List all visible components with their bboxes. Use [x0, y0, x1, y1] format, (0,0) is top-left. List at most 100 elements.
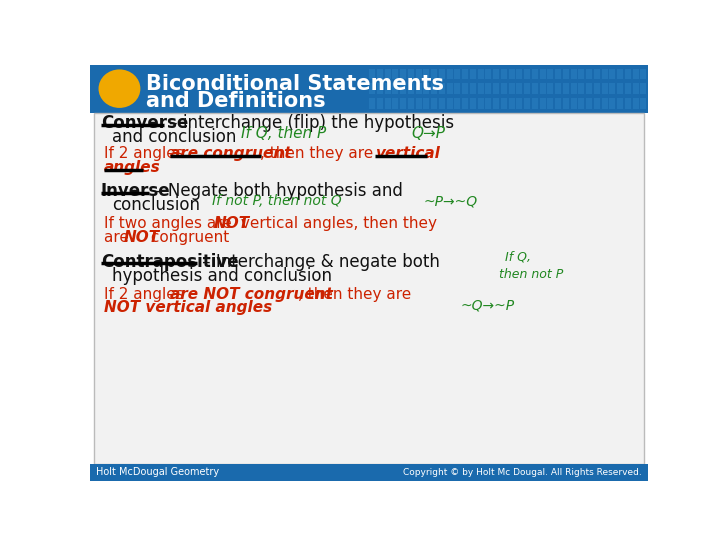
FancyBboxPatch shape: [539, 98, 546, 109]
FancyBboxPatch shape: [400, 83, 406, 94]
Text: If two angles are: If two angles are: [104, 215, 237, 231]
Ellipse shape: [99, 70, 140, 108]
Text: are congruent: are congruent: [170, 146, 292, 161]
FancyBboxPatch shape: [493, 98, 499, 109]
FancyBboxPatch shape: [640, 83, 647, 94]
Text: If 2 angles: If 2 angles: [104, 146, 189, 161]
FancyBboxPatch shape: [539, 69, 546, 79]
Text: Holt McDougal Geometry: Holt McDougal Geometry: [96, 467, 220, 477]
Text: are NOT congruent: are NOT congruent: [170, 287, 333, 301]
FancyBboxPatch shape: [570, 69, 577, 79]
FancyBboxPatch shape: [415, 69, 422, 79]
Text: NOT: NOT: [214, 215, 250, 231]
FancyBboxPatch shape: [493, 69, 499, 79]
FancyBboxPatch shape: [625, 69, 631, 79]
FancyBboxPatch shape: [446, 83, 453, 94]
FancyBboxPatch shape: [563, 69, 569, 79]
FancyBboxPatch shape: [408, 69, 414, 79]
FancyBboxPatch shape: [547, 69, 554, 79]
FancyBboxPatch shape: [500, 83, 507, 94]
FancyBboxPatch shape: [539, 83, 546, 94]
Text: and conclusion: and conclusion: [112, 128, 236, 146]
FancyBboxPatch shape: [586, 98, 593, 109]
FancyBboxPatch shape: [462, 98, 468, 109]
FancyBboxPatch shape: [485, 83, 492, 94]
Text: – interchange (flip) the hypothesis: – interchange (flip) the hypothesis: [164, 114, 454, 132]
FancyBboxPatch shape: [384, 83, 391, 94]
FancyBboxPatch shape: [532, 69, 538, 79]
FancyBboxPatch shape: [640, 69, 647, 79]
FancyBboxPatch shape: [462, 83, 468, 94]
FancyBboxPatch shape: [469, 83, 476, 94]
FancyBboxPatch shape: [625, 98, 631, 109]
Text: vertical: vertical: [375, 146, 440, 161]
FancyBboxPatch shape: [632, 98, 639, 109]
FancyBboxPatch shape: [90, 464, 648, 481]
Text: , then they are: , then they are: [261, 146, 379, 161]
FancyBboxPatch shape: [384, 98, 391, 109]
FancyBboxPatch shape: [369, 83, 375, 94]
Text: vertical angles, then they: vertical angles, then they: [235, 215, 437, 231]
FancyBboxPatch shape: [609, 83, 616, 94]
FancyBboxPatch shape: [594, 69, 600, 79]
FancyBboxPatch shape: [431, 83, 437, 94]
FancyBboxPatch shape: [555, 83, 561, 94]
FancyBboxPatch shape: [423, 83, 429, 94]
FancyBboxPatch shape: [400, 98, 406, 109]
FancyBboxPatch shape: [423, 98, 429, 109]
FancyBboxPatch shape: [578, 69, 585, 79]
Text: Converse: Converse: [101, 114, 188, 132]
FancyBboxPatch shape: [625, 83, 631, 94]
FancyBboxPatch shape: [617, 69, 624, 79]
FancyBboxPatch shape: [508, 98, 515, 109]
FancyBboxPatch shape: [516, 69, 523, 79]
FancyBboxPatch shape: [532, 83, 538, 94]
FancyBboxPatch shape: [415, 83, 422, 94]
FancyBboxPatch shape: [454, 83, 461, 94]
FancyBboxPatch shape: [400, 69, 406, 79]
FancyBboxPatch shape: [500, 98, 507, 109]
Text: congruent: congruent: [145, 230, 229, 245]
FancyBboxPatch shape: [508, 83, 515, 94]
Text: Q→P: Q→P: [412, 126, 446, 141]
FancyBboxPatch shape: [469, 69, 476, 79]
FancyBboxPatch shape: [477, 83, 484, 94]
FancyBboxPatch shape: [392, 83, 398, 94]
FancyBboxPatch shape: [563, 98, 569, 109]
FancyBboxPatch shape: [369, 98, 375, 109]
FancyBboxPatch shape: [438, 83, 445, 94]
Text: conclusion: conclusion: [112, 195, 199, 214]
FancyBboxPatch shape: [586, 69, 593, 79]
FancyBboxPatch shape: [493, 83, 499, 94]
Text: ~P→~Q: ~P→~Q: [423, 194, 477, 208]
FancyBboxPatch shape: [609, 98, 616, 109]
FancyBboxPatch shape: [555, 98, 561, 109]
FancyBboxPatch shape: [609, 69, 616, 79]
Text: angles: angles: [104, 160, 161, 176]
FancyBboxPatch shape: [485, 98, 492, 109]
Text: NOT vertical angles: NOT vertical angles: [104, 300, 272, 315]
FancyBboxPatch shape: [369, 69, 375, 79]
FancyBboxPatch shape: [601, 98, 608, 109]
FancyBboxPatch shape: [446, 69, 453, 79]
FancyBboxPatch shape: [578, 83, 585, 94]
Text: and Definitions: and Definitions: [145, 91, 325, 111]
FancyBboxPatch shape: [601, 69, 608, 79]
FancyBboxPatch shape: [431, 98, 437, 109]
FancyBboxPatch shape: [555, 69, 561, 79]
Text: If not P, then not Q: If not P, then not Q: [212, 194, 342, 208]
Text: are: are: [104, 230, 134, 245]
Text: , then they are: , then they are: [297, 287, 411, 301]
FancyBboxPatch shape: [415, 98, 422, 109]
Text: NOT: NOT: [124, 230, 161, 245]
FancyBboxPatch shape: [508, 69, 515, 79]
FancyBboxPatch shape: [94, 113, 644, 464]
FancyBboxPatch shape: [601, 83, 608, 94]
Text: then not P: then not P: [499, 268, 564, 281]
FancyBboxPatch shape: [532, 98, 538, 109]
Text: hypothesis and conclusion: hypothesis and conclusion: [112, 267, 332, 285]
Text: – Interchange & negate both: – Interchange & negate both: [197, 253, 440, 271]
FancyBboxPatch shape: [392, 69, 398, 79]
FancyBboxPatch shape: [547, 83, 554, 94]
FancyBboxPatch shape: [594, 98, 600, 109]
